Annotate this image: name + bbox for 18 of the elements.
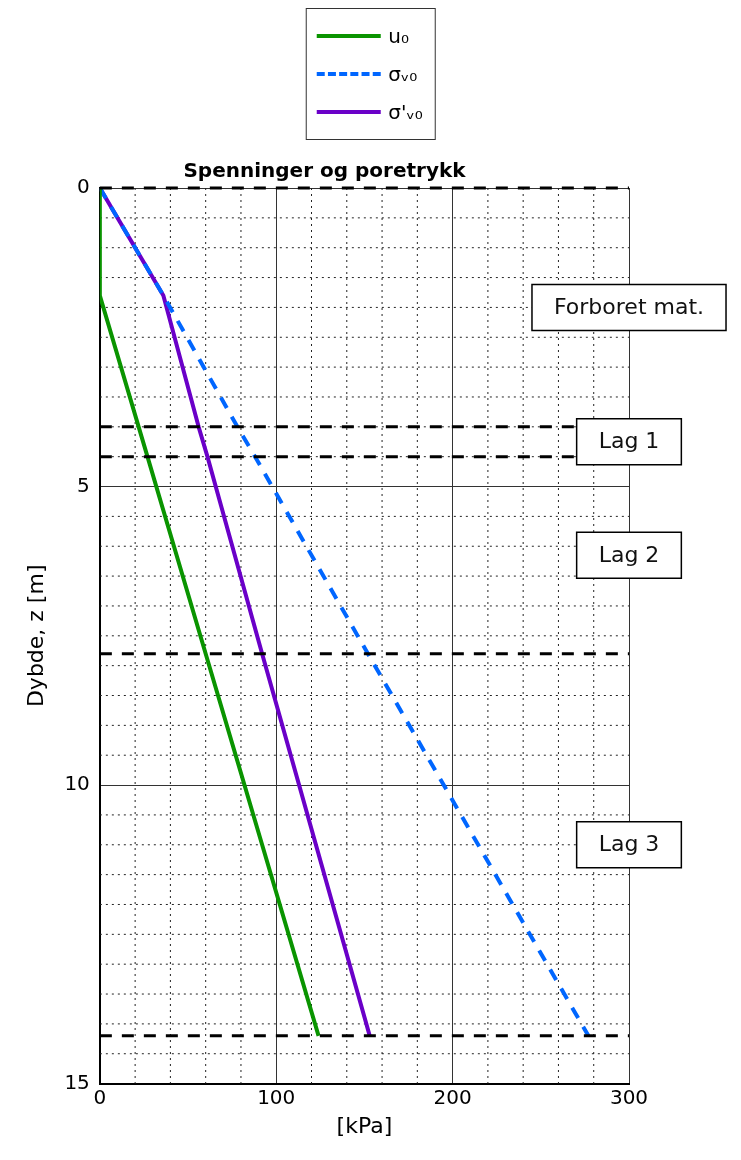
x-axis-title: [kPa]	[336, 1112, 393, 1138]
x-tick-label: 0	[93, 1084, 107, 1109]
annotation: Forboret mat.	[553, 294, 705, 320]
y-tick-label: 10	[64, 771, 90, 796]
x-tick-label: 200	[433, 1084, 472, 1109]
x-tick-label: 300	[609, 1084, 649, 1109]
x-tick-label: 100	[257, 1084, 296, 1109]
legend-label: σ'ᵥ₀	[388, 100, 423, 124]
annotation: Lag 1	[598, 428, 660, 454]
y-axis-title: Dybde, z [m]	[22, 564, 48, 708]
y-tick-label: 5	[77, 472, 90, 497]
y-tick-label: 15	[64, 1069, 90, 1094]
chart-title: Spenninger og poretrykk	[183, 158, 467, 183]
legend-label: u₀	[388, 24, 409, 48]
annotation: Lag 2	[598, 541, 660, 567]
y-tick-label: 0	[77, 174, 90, 199]
legend-label: σᵥ₀	[388, 62, 418, 86]
annotation: Lag 3	[598, 831, 660, 857]
